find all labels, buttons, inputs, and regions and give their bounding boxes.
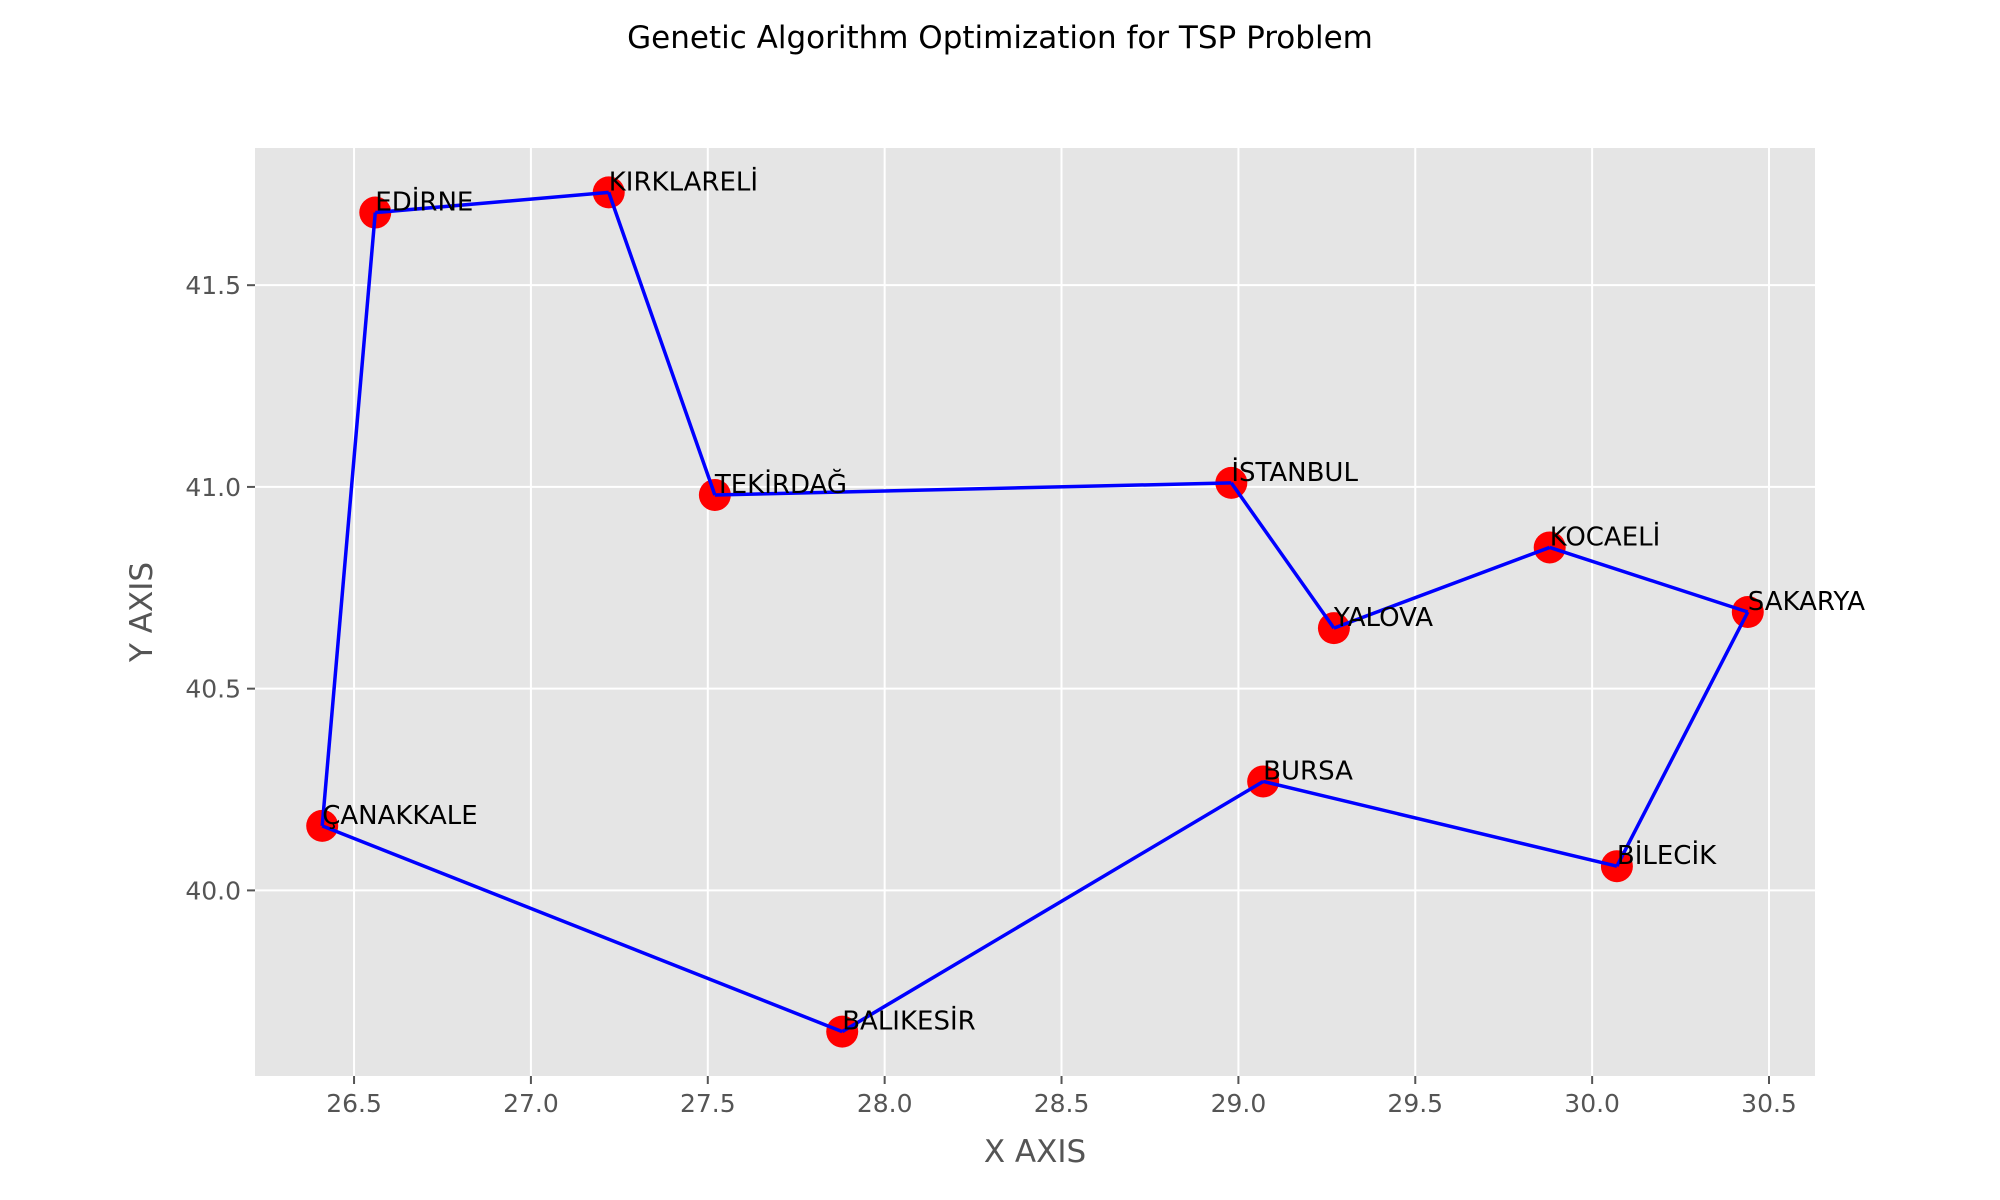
x-tick-label: 29.5: [1387, 1089, 1443, 1118]
city-label: KOCAELİ: [1550, 520, 1661, 552]
plot-area: [255, 148, 1815, 1076]
axis-ticks: 26.5 27.0 27.5 28.0 28.5 29.0 29.5 30.0 30.5 40.0…: [185, 271, 1797, 1118]
city-label: ÇANAKKALE: [322, 801, 478, 831]
y-tick-label: 40.0: [185, 876, 241, 905]
city-label: TEKİRDAĞ: [714, 468, 847, 500]
city-label: BURSA: [1263, 756, 1353, 786]
city-labels: EDİRNE KIRKLARELİ TEKİRDAĞ İSTANBUL YALOVA KO…: [322, 165, 1865, 1036]
chart-title: Genetic Algorithm Optimization for TSP P…: [627, 20, 1373, 56]
city-label: SAKARYA: [1748, 587, 1865, 617]
y-tick-label: 41.0: [185, 473, 241, 502]
x-tick-label: 27.5: [680, 1089, 736, 1118]
route-segment: [607, 191, 717, 496]
y-tick-label: 40.5: [185, 675, 241, 704]
x-tick-label: 26.5: [326, 1089, 382, 1118]
city-label: EDİRNE: [375, 186, 473, 218]
city-label: YALOVA: [1333, 603, 1433, 633]
route-segment: [1549, 545, 1749, 614]
route-segment: [1333, 545, 1551, 630]
x-tick-label: 30.5: [1741, 1089, 1797, 1118]
route-segment: [321, 824, 843, 1034]
x-tick-label: 28.0: [857, 1089, 913, 1118]
city-label: KIRKLARELİ: [609, 165, 758, 197]
route-segment: [1262, 779, 1618, 868]
x-tick-label: 29.0: [1211, 1089, 1267, 1118]
city-label: BİLECİK: [1617, 839, 1717, 871]
x-tick-label: 30.0: [1564, 1089, 1620, 1118]
y-tick-label: 41.5: [185, 271, 241, 300]
route-segment: [375, 190, 609, 215]
city-label: İSTANBUL: [1231, 456, 1358, 488]
y-axis-label: Y AXIS: [124, 562, 160, 663]
route-segment: [841, 779, 1265, 1034]
route-segment: [1615, 611, 1750, 867]
x-tick-label: 28.5: [1034, 1089, 1090, 1118]
x-tick-label: 27.0: [503, 1089, 559, 1118]
city-label: BALIKESİR: [842, 1005, 976, 1037]
route-segment: [714, 481, 1232, 497]
grid-lines: [255, 148, 1815, 1076]
route-lines: [320, 190, 1750, 1034]
route-segment: [1229, 481, 1336, 630]
route-segment: [320, 212, 378, 826]
x-axis-label: X AXIS: [984, 1134, 1086, 1170]
